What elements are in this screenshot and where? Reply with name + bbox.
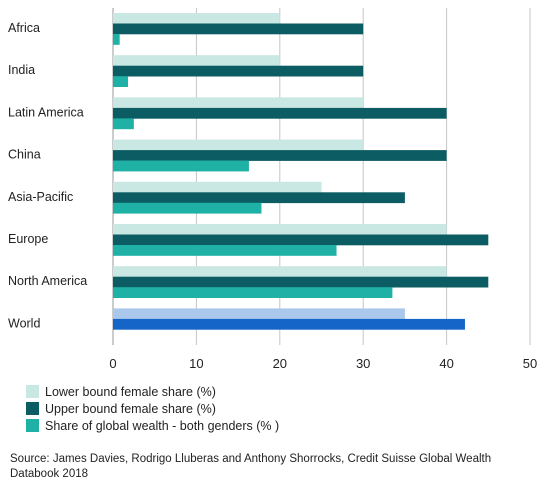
bar-china-upper-bound-female-share xyxy=(113,150,447,161)
bar-africa-share-of-global-wealth-both-genders xyxy=(113,34,120,45)
legend-swatch-lower-bound xyxy=(26,385,39,398)
x-tick-label-50: 50 xyxy=(523,356,537,371)
category-label-india: India xyxy=(8,63,35,77)
x-tick-label-40: 40 xyxy=(439,356,453,371)
legend-label-upper-bound: Upper bound female share (%) xyxy=(45,401,216,416)
bar-north-america-share-of-global-wealth-both-genders xyxy=(113,287,393,298)
bars xyxy=(113,13,489,330)
source-note: Source: James Davies, Rodrigo Lluberas a… xyxy=(10,453,492,480)
legend-swatch-upper-bound xyxy=(26,402,39,415)
legend-item-upper-bound: Upper bound female share (%) xyxy=(26,400,279,417)
bar-africa-lower-bound-female-share xyxy=(113,13,280,24)
bar-north-america-upper-bound-female-share xyxy=(113,276,489,288)
bar-north-america-lower-bound-female-share xyxy=(113,266,447,277)
x-tick-label-30: 30 xyxy=(356,356,370,371)
x-tick-label-0: 0 xyxy=(109,356,116,371)
bar-latin-america-upper-bound-female-share xyxy=(113,107,447,119)
category-label-asia-pacific: Asia-Pacific xyxy=(8,190,73,204)
legend-label-global-share: Share of global wealth - both genders (%… xyxy=(45,418,280,433)
x-axis-ticks: 0 10 20 30 40 50 xyxy=(109,356,537,371)
category-label-world: World xyxy=(8,316,40,330)
bar-china-lower-bound-female-share xyxy=(113,139,364,151)
bar-india-lower-bound-female-share xyxy=(113,55,280,66)
bar-latin-america-share-of-global-wealth-both-genders xyxy=(113,118,134,130)
category-label-africa: Africa xyxy=(8,21,40,35)
legend-label-lower-bound: Lower bound female share (%) xyxy=(45,384,216,399)
bar-china-share-of-global-wealth-both-genders xyxy=(113,160,249,172)
bar-asia-pacific-share-of-global-wealth-both-genders xyxy=(113,202,262,214)
bar-europe-upper-bound-female-share xyxy=(113,234,489,246)
x-tick-label-10: 10 xyxy=(189,356,203,371)
bar-africa-upper-bound-female-share xyxy=(113,23,364,35)
category-label-latin-america: Latin America xyxy=(8,105,84,119)
bar-europe-lower-bound-female-share xyxy=(113,224,447,235)
bar-india-upper-bound-female-share xyxy=(113,65,364,77)
category-labels: Africa India Latin America China Asia-Pacifi… xyxy=(8,21,87,330)
legend-item-lower-bound: Lower bound female share (%) xyxy=(26,383,279,400)
category-label-north-america: North America xyxy=(8,274,87,288)
bar-india-share-of-global-wealth-both-genders xyxy=(113,76,129,87)
bar-world-upper-bound-female-share xyxy=(113,318,465,330)
bar-europe-share-of-global-wealth-both-genders xyxy=(113,245,337,256)
legend-item-global-share: Share of global wealth - both genders (%… xyxy=(26,417,279,434)
bar-world-lower-bound-female-share xyxy=(113,308,405,320)
legend: Lower bound female share (%) Upper bound… xyxy=(26,383,279,434)
category-label-europe: Europe xyxy=(8,232,48,246)
bar-latin-america-lower-bound-female-share xyxy=(113,97,364,109)
x-tick-label-20: 20 xyxy=(273,356,287,371)
bar-chart: Africa India Latin America China Asia-Pacifi… xyxy=(8,8,537,371)
category-label-china: China xyxy=(8,148,41,162)
legend-swatch-global-share xyxy=(26,419,39,432)
bar-asia-pacific-upper-bound-female-share xyxy=(113,192,405,204)
bar-asia-pacific-lower-bound-female-share xyxy=(113,181,322,193)
